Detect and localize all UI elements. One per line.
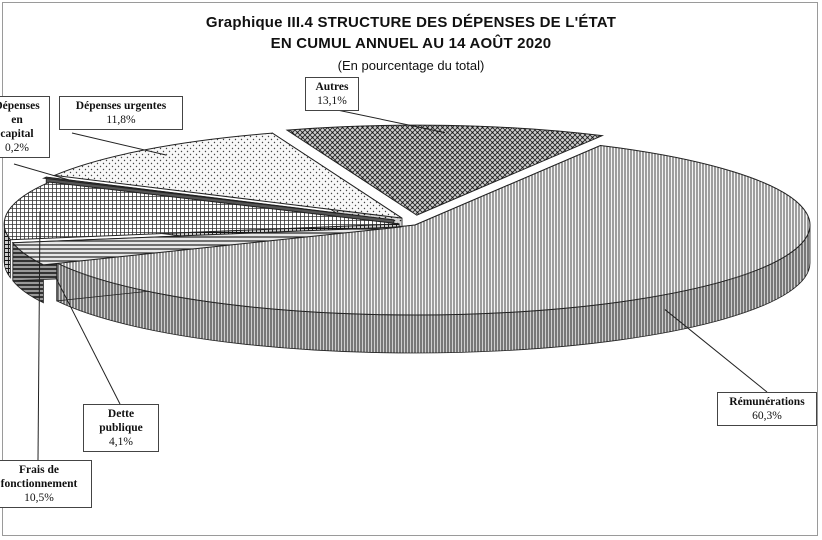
slice-label-autres: Autres 13,1% xyxy=(305,77,359,111)
slice-label-frais-fonctionnement: Frais de fonctionnement 10,5% xyxy=(0,460,92,508)
slice-label-remunerations: Rémunérations 60,3% xyxy=(717,392,817,426)
leader-line-frais-fonctionnement xyxy=(37,211,41,461)
chart-subtitle: (En pourcentage du total) xyxy=(337,58,485,73)
pie-slice-remunerations xyxy=(54,145,811,316)
chart-title-line1: Graphique III.4 STRUCTURE DES DÉPENSES D… xyxy=(205,14,617,31)
chart-title-line2: EN CUMUL ANNUEL AU 14 AOÛT 2020 xyxy=(270,35,552,52)
pie-slice-dette-publique xyxy=(11,226,402,266)
leader-line-depenses-capital xyxy=(13,163,74,182)
leader-line-dette-publique xyxy=(54,276,121,405)
slice-label-depenses-urgentes: Dépenses urgentes 11,8% xyxy=(59,96,183,130)
pie-slice-frais-fonctionnement xyxy=(3,181,400,241)
slice-label-depenses-capital: Dépenses en capital 0,2% xyxy=(0,96,50,158)
pie-slice-depenses-urgentes xyxy=(52,132,403,219)
pie-slice-depenses-capital xyxy=(42,176,394,221)
leader-line-depenses-urgentes xyxy=(71,132,167,156)
slice-label-dette-publique: Dette publique 4,1% xyxy=(83,404,159,452)
leader-line-remunerations xyxy=(664,309,768,393)
pie-slice-autres xyxy=(285,124,605,216)
